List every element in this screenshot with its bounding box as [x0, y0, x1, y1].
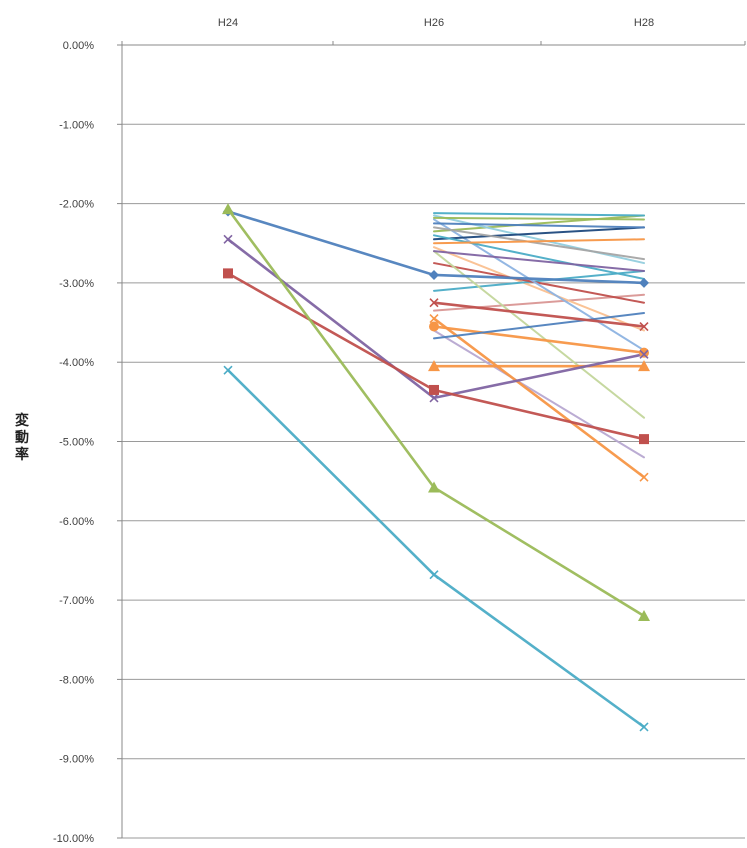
x-tick-label: H24	[218, 17, 238, 29]
x-tick-label: H28	[634, 17, 654, 29]
data-point-marker	[429, 298, 439, 308]
series-markers	[222, 203, 650, 732]
series-line	[226, 272, 646, 441]
data-point-marker	[429, 384, 439, 395]
data-point-marker	[223, 234, 233, 244]
series-line	[433, 216, 645, 221]
data-point-marker	[428, 360, 440, 372]
data-point-marker	[639, 347, 649, 358]
series-line	[433, 293, 645, 312]
data-point-marker	[638, 609, 650, 621]
y-tick-label: -5.00%	[59, 437, 94, 449]
y-tick-label: -7.00%	[59, 595, 94, 607]
y-tick-label: -3.00%	[59, 278, 94, 290]
y-tick-label: -4.00%	[59, 357, 94, 369]
data-point-marker	[639, 277, 649, 288]
series-line	[433, 222, 645, 229]
data-point-marker	[429, 393, 439, 403]
y-tick-label: -9.00%	[59, 754, 94, 766]
data-point-marker	[639, 722, 649, 732]
grid-lines	[122, 123, 745, 839]
data-point-marker	[429, 314, 439, 324]
y-tick-label: -10.00%	[53, 833, 94, 845]
tick-labels: 0.00% -1.00% -2.00% -3.00% -4.00% -5.00% -6.00…	[53, 17, 654, 845]
x-tick-label: H26	[424, 17, 444, 29]
data-point-marker	[429, 269, 439, 280]
data-point-marker	[639, 472, 649, 482]
y-tick-label: -6.00%	[59, 516, 94, 528]
data-point-marker	[639, 434, 649, 445]
series-line	[433, 238, 645, 245]
y-tick-label: -2.00%	[59, 199, 94, 211]
data-point-marker	[429, 570, 439, 580]
data-point-marker	[223, 365, 233, 375]
y-tick-label: 0.00%	[63, 40, 94, 52]
data-point-marker	[639, 321, 649, 332]
data-point-marker	[223, 268, 233, 279]
data-point-marker	[428, 481, 440, 493]
y-tick-label: -1.00%	[59, 119, 94, 131]
series-line	[433, 250, 645, 419]
series-line	[433, 226, 645, 261]
series-line	[433, 218, 645, 352]
data-point-marker	[639, 349, 649, 359]
series-line	[226, 207, 646, 618]
data-point-marker	[638, 360, 650, 372]
y-tick-label: -8.00%	[59, 674, 94, 686]
series-lines	[226, 207, 646, 729]
series-line	[433, 212, 645, 217]
data-point-marker	[429, 321, 439, 332]
series-line	[433, 250, 645, 273]
series-line	[433, 270, 645, 292]
series-line	[432, 317, 646, 479]
series-line	[432, 325, 646, 354]
series-line	[433, 214, 645, 233]
series-line	[433, 329, 645, 459]
axes	[117, 41, 746, 839]
y-axis-title: 変動率	[15, 412, 29, 463]
series-line	[432, 301, 646, 328]
series-line	[433, 312, 645, 340]
data-point-marker	[222, 203, 234, 215]
series-line	[433, 226, 645, 241]
series-line	[433, 262, 645, 304]
